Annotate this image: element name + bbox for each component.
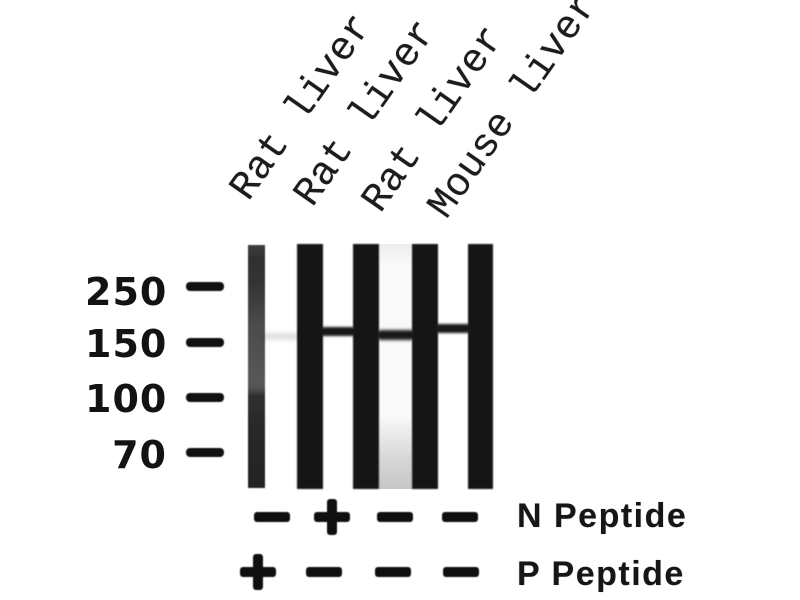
mw-tick-150 [186,338,224,347]
plus-symbol [240,553,276,591]
minus-symbol [375,553,411,591]
mw-label-100: 100 [85,377,168,421]
mw-tick-250 [186,282,224,291]
p-peptide-label: P Peptide [517,555,685,593]
marker-lane-strip [248,245,265,488]
n-peptide-symbol-row [0,498,800,536]
protein-band-lane-1-faint [263,333,299,340]
protein-band-lane-3 [376,330,416,340]
mw-label-70: 70 [112,433,167,477]
lane-3-background-shade [379,244,412,489]
mw-tick-100 [186,393,224,402]
minus-symbol [442,498,478,536]
mw-label-250: 250 [85,270,168,314]
blot-dark-bar-3 [412,244,438,489]
minus-symbol [443,553,479,591]
n-peptide-label: N Peptide [517,497,688,535]
blot-dark-bar-4 [468,244,493,489]
plus-symbol [314,498,350,536]
protein-band-lane-2 [319,327,357,336]
protein-band-lane-4 [434,324,472,333]
p-peptide-symbol-row [0,553,800,591]
minus-symbol [377,498,413,536]
minus-symbol [254,498,290,536]
mw-label-150: 150 [85,322,168,366]
blot-dark-bar-2 [353,244,379,489]
blot-dark-bar-1 [297,244,323,489]
mw-tick-70 [186,448,224,457]
minus-symbol [306,553,342,591]
